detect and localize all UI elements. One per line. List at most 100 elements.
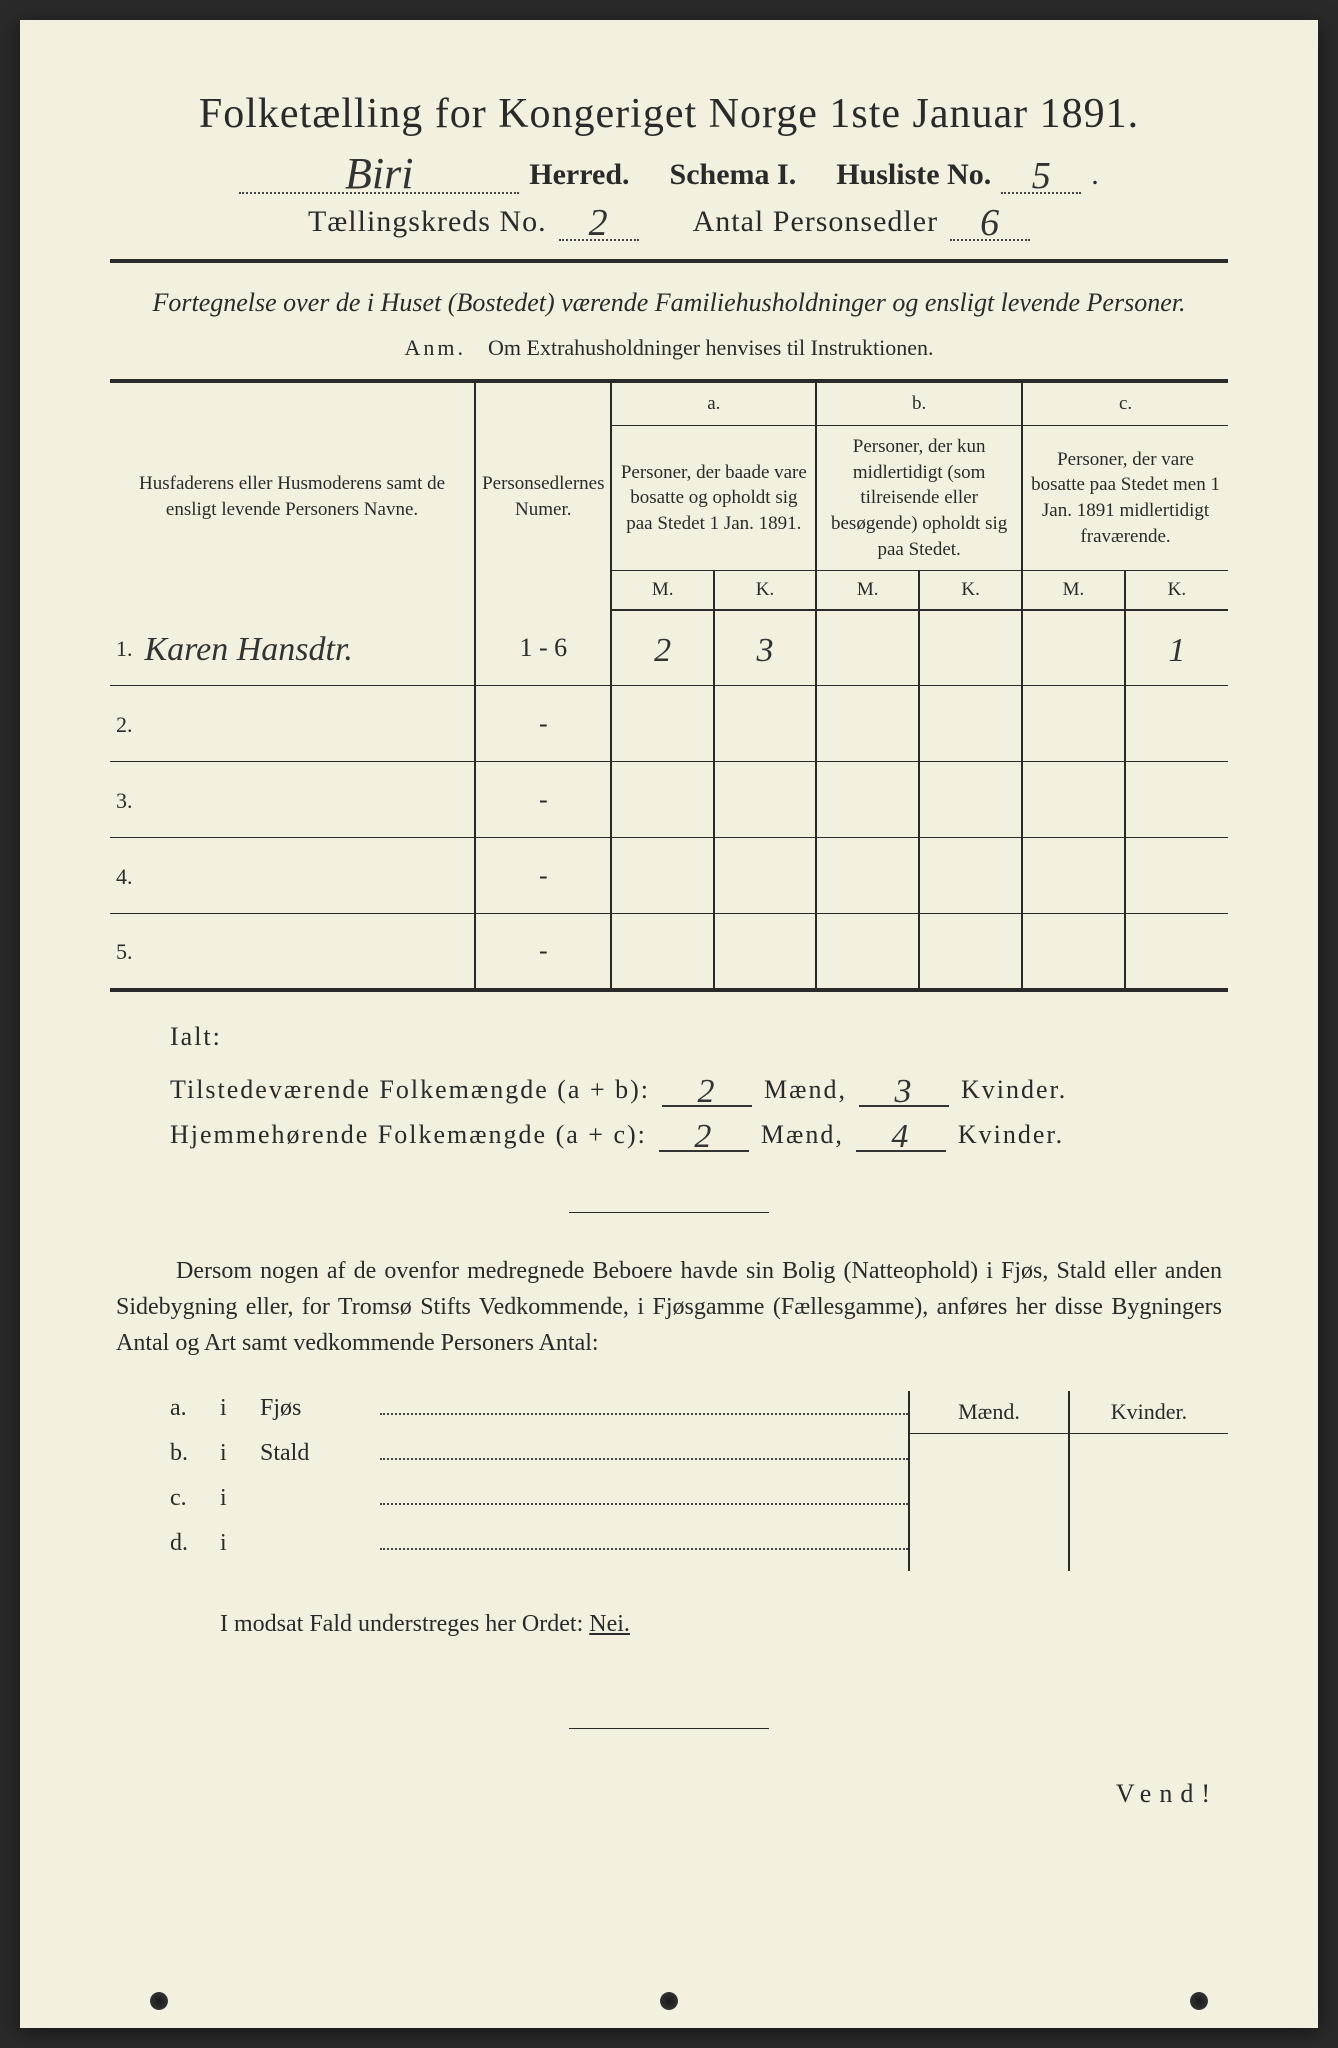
th-b-desc: Personer, der kun midlertidigt (som tilr… xyxy=(816,426,1022,571)
row-num: 5. xyxy=(116,939,133,964)
kvinder-label: Kvinder. xyxy=(961,1075,1067,1105)
th-a-desc: Personer, der baade vare bosatte og opho… xyxy=(611,426,816,571)
building-row: b. i Stald xyxy=(170,1436,908,1467)
punch-hole-icon xyxy=(1190,1992,1208,2010)
ialt-label-2: Hjemmehørende Folkemængde (a + c): xyxy=(170,1120,647,1150)
punch-hole-icon xyxy=(660,1992,678,2010)
row-num: 3. xyxy=(116,788,133,813)
ialt-line-1: Tilstedeværende Folkemængde (a + b): 2 M… xyxy=(170,1074,1208,1107)
row-num: 1. xyxy=(116,636,133,661)
ialt-2-k: 4 xyxy=(891,1123,910,1150)
ialt-label-1: Tilstedeværende Folkemængde (a + b): xyxy=(170,1075,650,1105)
kvinder-header: Kvinder. xyxy=(1070,1391,1228,1434)
cell-a-m: 2 xyxy=(654,637,671,664)
building-row: d. i xyxy=(170,1526,908,1557)
row-i: i xyxy=(220,1440,240,1467)
cell-a-k: 3 xyxy=(757,637,774,664)
ialt-1-k: 3 xyxy=(894,1078,913,1105)
row-letter: a. xyxy=(170,1395,200,1422)
row-num: 2. xyxy=(116,712,133,737)
dots xyxy=(380,1481,908,1505)
building-row: c. i xyxy=(170,1481,908,1512)
table-row: 3. - xyxy=(110,762,1228,838)
anm-line: Anm. Om Extrahusholdninger henvises til … xyxy=(110,335,1228,361)
modsat-text: I modsat Fald understreges her Ordet: xyxy=(220,1611,589,1637)
maend-header: Mænd. xyxy=(910,1391,1068,1434)
th-c-k: K. xyxy=(1125,571,1228,610)
building-rows: a. i Fjøs b. i Stald c. i d. i xyxy=(110,1391,908,1571)
th-b-k: K. xyxy=(919,571,1022,610)
antal-label: Antal Personsedler xyxy=(693,205,938,239)
kvinder-label: Kvinder. xyxy=(958,1120,1064,1150)
antal-field: 6 xyxy=(950,204,1030,241)
dots xyxy=(380,1526,908,1550)
dots xyxy=(380,1436,908,1460)
row-i: i xyxy=(220,1530,240,1557)
cell-person: 1 - 6 xyxy=(475,610,611,686)
ialt-title: Ialt: xyxy=(170,1022,1208,1052)
herred-field: Biri xyxy=(239,152,519,194)
th-b-letter: b. xyxy=(816,381,1022,425)
anm-text: Om Extrahusholdninger henvises til Instr… xyxy=(488,335,933,360)
row-name: Karen Hansdtr. xyxy=(145,636,353,663)
col-kvinder: Kvinder. xyxy=(1070,1391,1228,1571)
ialt-block: Ialt: Tilstedeværende Folkemængde (a + b… xyxy=(110,1022,1228,1152)
main-title: Folketælling for Kongeriget Norge 1ste J… xyxy=(110,90,1228,138)
cell-c-k: 1 xyxy=(1168,637,1185,664)
paragraph: Dersom nogen af de ovenfor medregnede Be… xyxy=(110,1253,1228,1361)
rule-1 xyxy=(110,259,1228,263)
th-names: Husfaderens eller Husmoderens samt de en… xyxy=(110,381,475,609)
rule-small xyxy=(569,1212,769,1213)
row-i: i xyxy=(220,1485,240,1512)
building-row: a. i Fjøs xyxy=(170,1391,908,1422)
row-type: Stald xyxy=(260,1440,360,1467)
th-a-letter: a. xyxy=(611,381,816,425)
vend-label: Vend! xyxy=(110,1779,1228,1809)
table-body: 1. Karen Hansdtr. 1 - 6 2 3 1 2. - 3. - 4… xyxy=(110,610,1228,990)
row-i: i xyxy=(220,1395,240,1422)
maend-label: Mænd, xyxy=(761,1120,844,1150)
th-b-m: M. xyxy=(816,571,919,610)
col-maend: Mænd. xyxy=(910,1391,1070,1571)
cell-person: - xyxy=(475,686,611,762)
subtitle: Fortegnelse over de i Huset (Bostedet) v… xyxy=(110,285,1228,321)
husliste-value: 5 xyxy=(1032,161,1051,191)
nei-word: Nei. xyxy=(589,1611,630,1637)
anm-label: Anm. xyxy=(405,335,467,360)
census-table: Husfaderens eller Husmoderens samt de en… xyxy=(110,379,1228,991)
cell-person: - xyxy=(475,762,611,838)
ialt-2-m: 2 xyxy=(694,1123,713,1150)
th-c-m: M. xyxy=(1022,571,1125,610)
cell-person: - xyxy=(475,914,611,990)
row-letter: d. xyxy=(170,1530,200,1557)
header-line-3: Tællingskreds No. 2 Antal Personsedler 6 xyxy=(110,204,1228,241)
header-line-2: Biri Herred. Schema I. Husliste No. 5 . xyxy=(110,152,1228,194)
antal-value: 6 xyxy=(980,208,1000,238)
th-a-k: K. xyxy=(714,571,816,610)
th-c-desc: Personer, der vare bosatte paa Stedet me… xyxy=(1022,426,1228,571)
rule-small-2 xyxy=(569,1728,769,1729)
building-table: a. i Fjøs b. i Stald c. i d. i xyxy=(110,1391,1228,1571)
herred-label: Herred. xyxy=(529,158,629,192)
table-row: 5. - xyxy=(110,914,1228,990)
schema-label: Schema I. xyxy=(670,158,797,192)
table-row: 4. - xyxy=(110,838,1228,914)
ialt-line-2: Hjemmehørende Folkemængde (a + c): 2 Mæn… xyxy=(170,1119,1208,1152)
row-letter: c. xyxy=(170,1485,200,1512)
census-form-page: Folketælling for Kongeriget Norge 1ste J… xyxy=(20,20,1318,2028)
th-personsedler: Personsedlernes Numer. xyxy=(475,381,611,609)
husliste-label: Husliste No. xyxy=(836,158,991,192)
row-letter: b. xyxy=(170,1440,200,1467)
maend-label: Mænd, xyxy=(764,1075,847,1105)
row-num: 4. xyxy=(116,864,133,889)
husliste-field: 5 xyxy=(1001,157,1081,194)
kreds-value: 2 xyxy=(589,208,609,238)
kreds-field: 2 xyxy=(559,204,639,241)
th-c-letter: c. xyxy=(1022,381,1228,425)
dots xyxy=(380,1391,908,1415)
th-a-m: M. xyxy=(611,571,713,610)
kreds-label: Tællingskreds No. xyxy=(308,205,547,239)
period: . xyxy=(1091,158,1099,192)
herred-value: Biri xyxy=(345,156,413,191)
row-type: Fjøs xyxy=(260,1395,360,1422)
